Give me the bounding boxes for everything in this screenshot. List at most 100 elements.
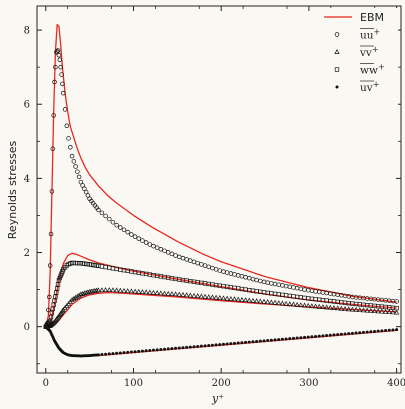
marker-vv xyxy=(265,299,271,305)
marker-uu xyxy=(250,276,256,282)
marker-uv xyxy=(166,347,170,351)
dns-markers xyxy=(43,48,400,358)
marker-uu xyxy=(53,64,58,70)
marker-uu xyxy=(47,263,53,268)
marker-uu xyxy=(276,282,281,287)
marker-vv xyxy=(136,288,142,294)
marker-ww xyxy=(57,275,62,281)
marker-vv xyxy=(357,307,363,313)
marker-uv xyxy=(137,349,141,353)
marker-uu xyxy=(62,107,68,112)
marker-vv xyxy=(99,287,105,293)
marker-vv xyxy=(50,320,56,326)
marker-vv xyxy=(81,290,87,296)
marker-uv xyxy=(163,347,167,351)
marker-vv xyxy=(143,289,149,295)
marker-uu xyxy=(261,279,267,285)
marker-uv xyxy=(365,330,369,334)
marker-ww xyxy=(49,310,55,316)
marker-uu xyxy=(61,90,66,96)
marker-uv xyxy=(225,342,229,346)
marker-uv xyxy=(321,334,325,338)
marker-uv xyxy=(185,345,189,349)
marker-uu xyxy=(320,290,326,295)
marker-uu xyxy=(75,169,80,174)
marker-uv xyxy=(303,335,307,339)
marker-uv xyxy=(354,331,358,335)
marker-vv xyxy=(364,307,370,313)
marker-uv xyxy=(395,328,399,332)
marker-uv xyxy=(339,332,343,336)
marker-uv xyxy=(361,330,365,334)
marker-vv xyxy=(239,296,245,302)
marker-vv xyxy=(316,303,322,309)
marker-vv xyxy=(242,297,249,303)
legend-marker-uu xyxy=(334,32,340,37)
marker-uv xyxy=(314,334,318,338)
marker-vv xyxy=(368,307,374,313)
marker-uv xyxy=(210,343,214,347)
marker-vv xyxy=(338,305,344,311)
marker-vv xyxy=(386,309,392,315)
marker-vv xyxy=(394,309,400,315)
marker-uv xyxy=(373,329,377,333)
marker-ww xyxy=(54,290,59,295)
marker-vv xyxy=(279,300,285,306)
marker-uu xyxy=(305,287,311,293)
marker-vv xyxy=(283,300,289,306)
marker-uv xyxy=(266,339,270,343)
marker-uu xyxy=(243,274,248,280)
legend-marker-vv xyxy=(334,49,340,54)
marker-uu xyxy=(118,225,123,230)
marker-vv xyxy=(176,291,182,297)
marker-vv xyxy=(261,298,267,304)
marker-ww xyxy=(60,269,65,274)
marker-uu xyxy=(110,219,116,225)
marker-uv xyxy=(358,331,362,335)
y-tick-label: 0 xyxy=(24,322,30,333)
marker-ww xyxy=(52,298,57,303)
marker-ww xyxy=(48,318,53,324)
marker-uu xyxy=(169,251,175,257)
marker-uv xyxy=(269,338,273,342)
marker-uv xyxy=(133,350,137,354)
marker-uu xyxy=(48,231,54,237)
marker-vv xyxy=(161,290,168,296)
marker-vv xyxy=(173,291,179,297)
marker-ww xyxy=(59,271,64,276)
marker-uu xyxy=(202,263,208,268)
marker-uv xyxy=(207,344,211,348)
marker-uu xyxy=(50,146,56,151)
marker-uu xyxy=(69,153,75,159)
x-axis-label: y⁺ xyxy=(211,392,224,405)
marker-uu xyxy=(103,213,108,219)
marker-ww xyxy=(103,264,108,270)
marker-uv xyxy=(192,345,196,349)
y-tick-label: 4 xyxy=(24,174,30,185)
marker-vv xyxy=(198,293,204,299)
marker-uv xyxy=(129,350,133,354)
marker-uu xyxy=(258,278,263,284)
marker-uu xyxy=(52,79,57,85)
legend-marker-uv xyxy=(335,85,339,89)
marker-uu xyxy=(188,258,193,263)
marker-vv xyxy=(195,293,201,299)
marker-uv xyxy=(310,335,314,339)
marker-uv xyxy=(221,342,225,346)
marker-vv xyxy=(312,303,319,309)
marker-uu xyxy=(129,232,134,237)
marker-uu xyxy=(96,207,101,213)
marker-uu xyxy=(247,275,252,281)
marker-uv xyxy=(247,340,251,344)
marker-uu xyxy=(165,250,171,255)
marker-uu xyxy=(80,183,85,188)
marker-uv xyxy=(107,352,111,356)
marker-uv xyxy=(332,333,336,337)
marker-vv xyxy=(213,294,219,300)
marker-uv xyxy=(328,333,332,337)
marker-ww xyxy=(55,286,60,291)
marker-uv xyxy=(295,336,299,340)
marker-vv xyxy=(169,291,175,296)
marker-uv xyxy=(240,341,244,345)
y-tick-label: 2 xyxy=(24,248,30,259)
